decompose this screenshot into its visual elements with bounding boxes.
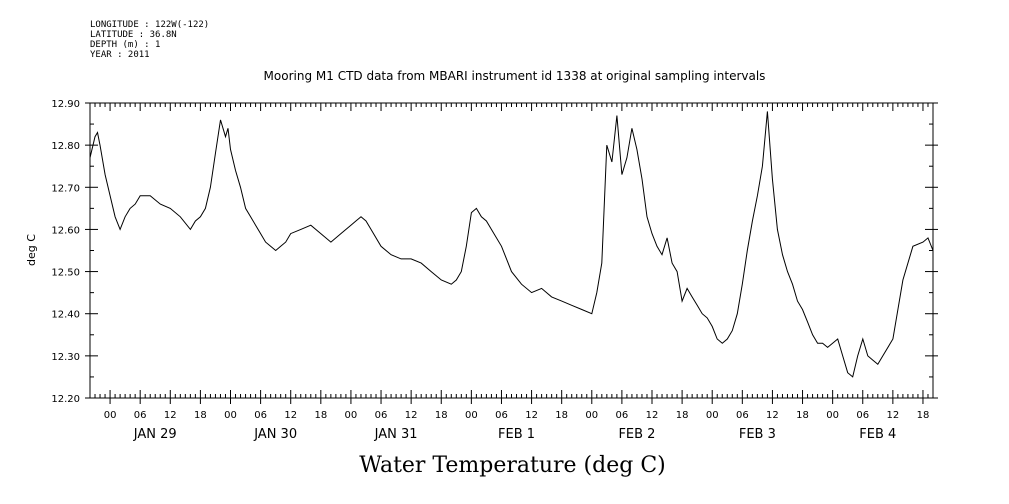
- day-label: FEB 3: [739, 427, 776, 442]
- y-tick-label: 12.30: [51, 352, 80, 363]
- y-tick-label: 12.50: [51, 268, 80, 279]
- year-label: YEAR : 2011: [90, 50, 150, 60]
- hour-tick-label: 06: [616, 410, 629, 421]
- x-tick-labels: 00 06 12 18 00 06 12 18 00 06 12 18 00 06 12 18 00 06 12 18…: [104, 410, 930, 421]
- hour-tick-label: 00: [826, 410, 839, 421]
- day-label: FEB 1: [498, 427, 535, 442]
- day-label: JAN 31: [374, 427, 418, 442]
- hour-tick-label: 06: [134, 410, 147, 421]
- hour-tick-label: 18: [555, 410, 568, 421]
- y-tick-label: 12.20: [51, 394, 80, 405]
- day-label: JAN 30: [253, 427, 297, 442]
- metadata-block: LONGITUDE : 122W(-122) LATITUDE : 36.8N …: [90, 20, 209, 60]
- hour-tick-label: 00: [465, 410, 478, 421]
- x-axis-label: Water Temperature (deg C): [359, 453, 666, 478]
- depth-label: DEPTH (m) : 1: [90, 40, 161, 50]
- hour-tick-label: 12: [886, 410, 899, 421]
- hour-tick-label: 12: [766, 410, 779, 421]
- y-axis-label: deg C: [25, 234, 38, 266]
- day-label: JAN 29: [133, 427, 177, 442]
- hour-tick-label: 00: [706, 410, 719, 421]
- longitude-label: LONGITUDE : 122W(-122): [90, 20, 210, 30]
- hour-tick-label: 18: [194, 410, 207, 421]
- hour-tick-label: 06: [254, 410, 267, 421]
- hour-tick-label: 00: [345, 410, 358, 421]
- hour-tick-label: 12: [525, 410, 538, 421]
- hour-tick-label: 00: [104, 410, 117, 421]
- hour-tick-label: 12: [646, 410, 659, 421]
- day-label: FEB 4: [859, 427, 896, 442]
- chart-title: Mooring M1 CTD data from MBARI instrumen…: [263, 69, 766, 83]
- hour-tick-label: 00: [224, 410, 237, 421]
- latitude-label: LATITUDE : 36.8N: [90, 30, 177, 40]
- hour-tick-label: 00: [585, 410, 598, 421]
- hour-tick-label: 12: [284, 410, 297, 421]
- hour-tick-label: 12: [164, 410, 177, 421]
- hour-tick-label: 18: [314, 410, 327, 421]
- hour-tick-label: 18: [676, 410, 689, 421]
- y-tick-label: 12.70: [51, 183, 80, 194]
- day-label: FEB 2: [618, 427, 655, 442]
- hour-tick-label: 18: [917, 410, 930, 421]
- hour-tick-label: 06: [856, 410, 869, 421]
- hour-tick-label: 12: [405, 410, 418, 421]
- hour-tick-label: 06: [375, 410, 388, 421]
- hour-tick-label: 18: [796, 410, 809, 421]
- y-tick-labels: 12.90 12.80 12.70 12.60 12.50 12.40 12.30 12.20: [51, 99, 80, 405]
- hour-tick-label: 06: [495, 410, 508, 421]
- axis-ticks: [85, 102, 938, 404]
- hour-tick-label: 06: [736, 410, 749, 421]
- y-tick-label: 12.90: [51, 99, 80, 110]
- temperature-series-line: [89, 111, 934, 378]
- y-tick-label: 12.80: [51, 141, 80, 152]
- y-tick-label: 12.60: [51, 225, 80, 236]
- y-tick-label: 12.40: [51, 310, 80, 321]
- day-labels: JAN 29 JAN 30 JAN 31 FEB 1 FEB 2 FEB 3 FEB 4: [133, 427, 897, 442]
- hour-tick-label: 18: [435, 410, 448, 421]
